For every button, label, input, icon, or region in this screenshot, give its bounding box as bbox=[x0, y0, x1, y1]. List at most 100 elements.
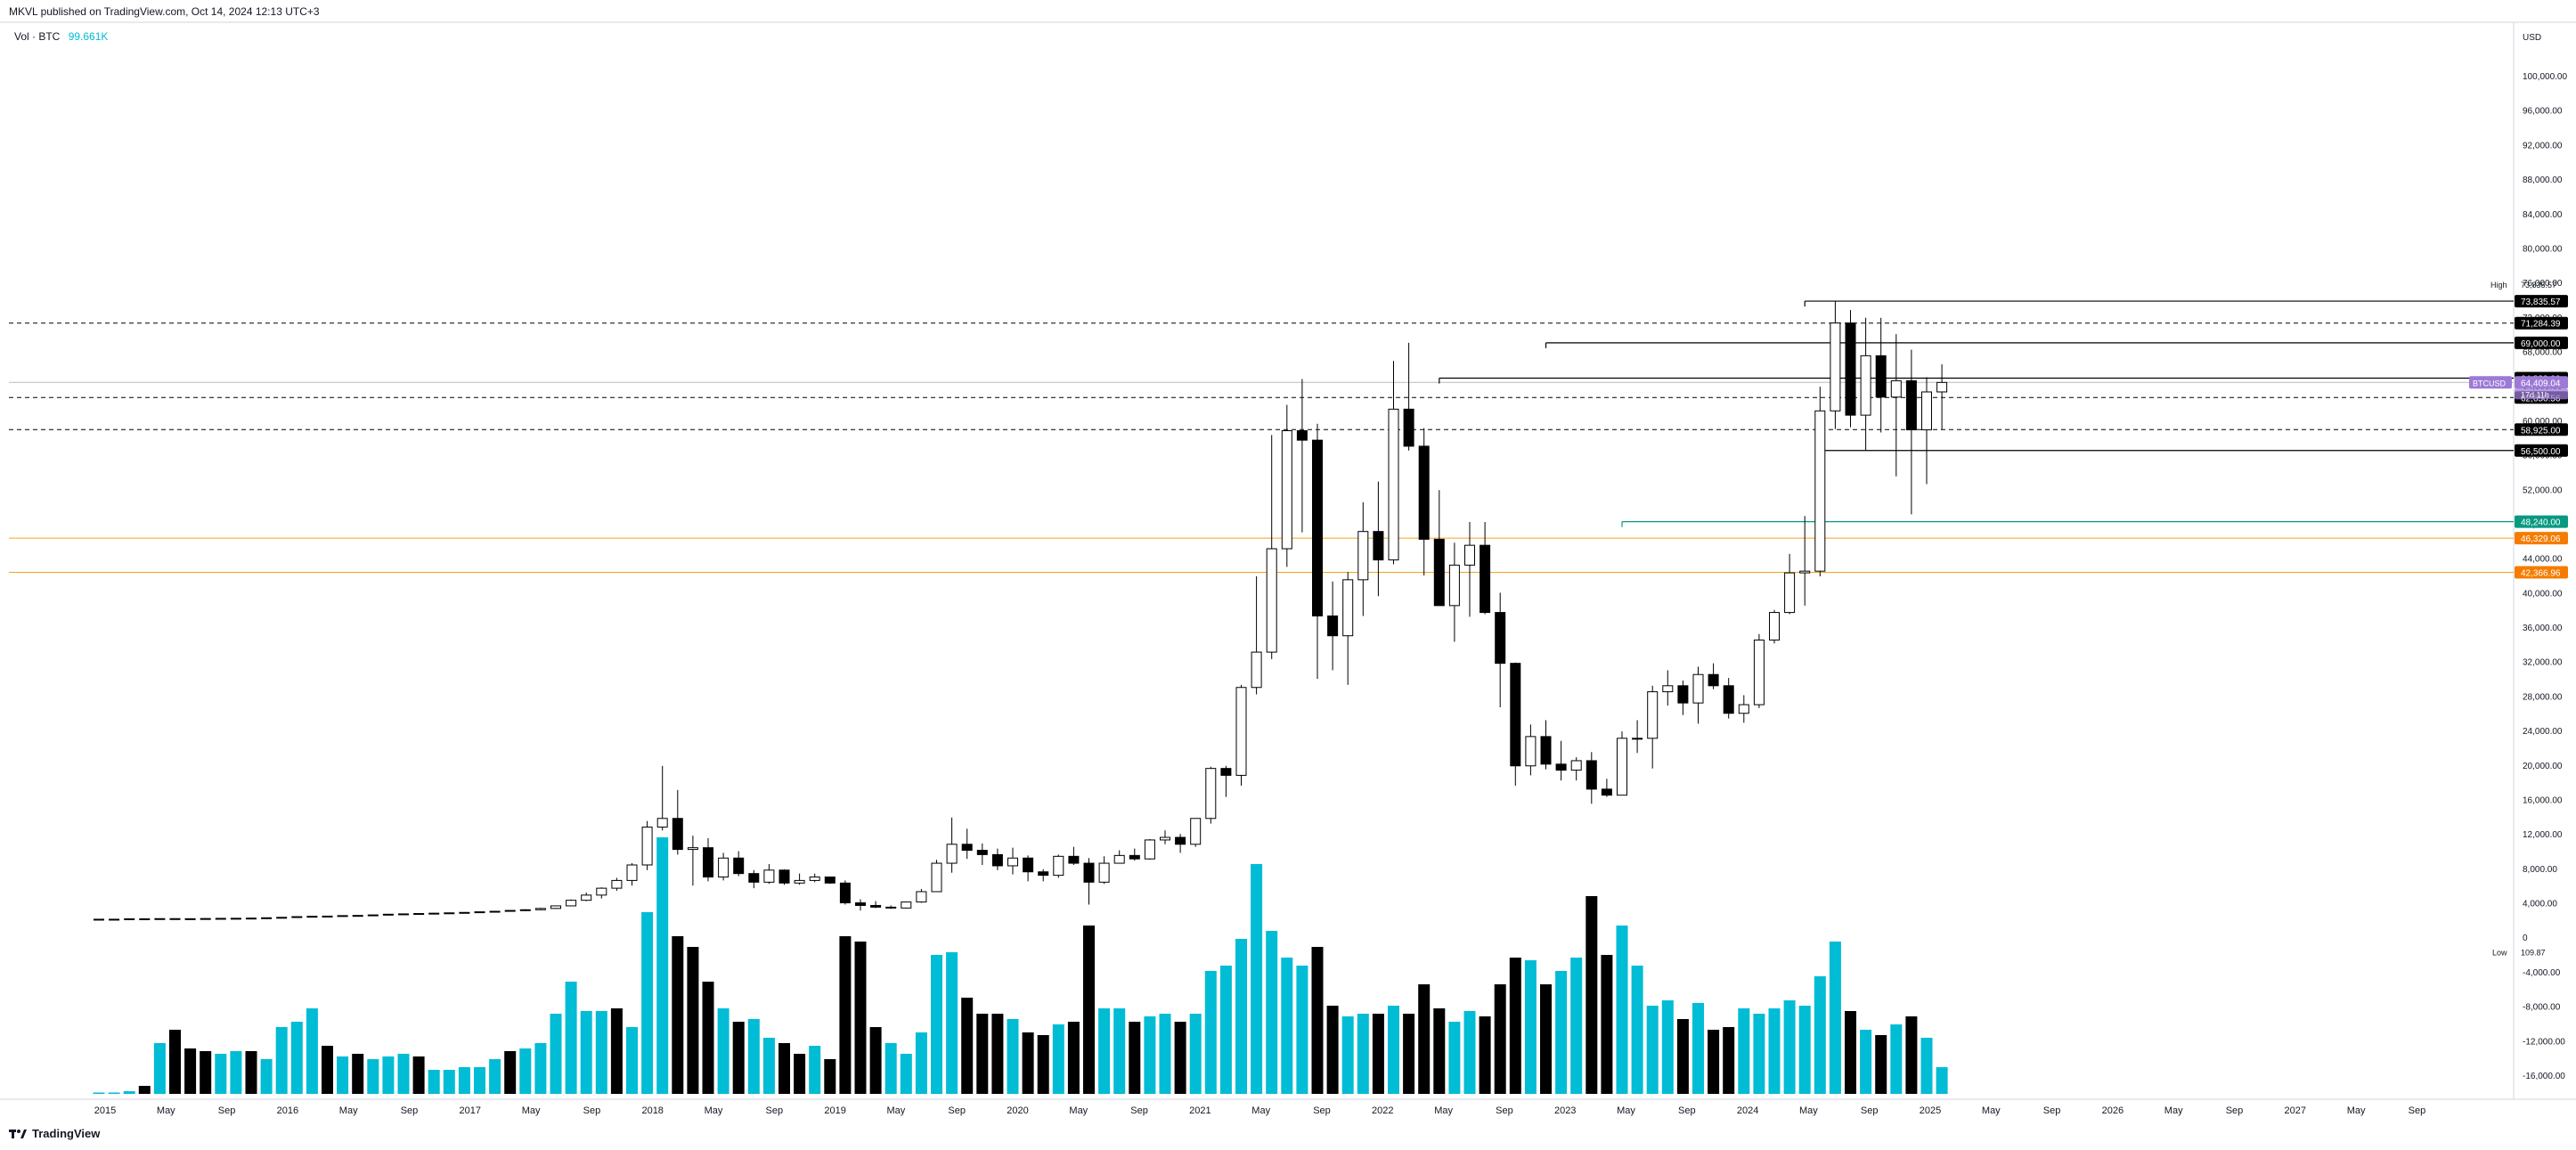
volume-bar bbox=[428, 1070, 440, 1094]
candle-body bbox=[687, 847, 698, 851]
candle-body bbox=[779, 869, 790, 884]
candle-body bbox=[1692, 673, 1704, 704]
volume-bar bbox=[1341, 1016, 1354, 1094]
candle-body bbox=[1190, 818, 1202, 845]
candle-body bbox=[1890, 379, 1902, 398]
y-tick-label: 32,000.00 bbox=[2523, 658, 2563, 668]
x-tick-label: Sep bbox=[2409, 1105, 2426, 1116]
candle-body bbox=[931, 862, 942, 893]
volume-bar bbox=[1631, 966, 1643, 1094]
candle-body bbox=[1769, 612, 1780, 641]
candle-body bbox=[1266, 548, 1277, 653]
x-tick-label: May bbox=[157, 1105, 175, 1116]
candle-body bbox=[1845, 322, 1856, 416]
candle-body bbox=[1860, 355, 1871, 416]
y-tick-label: 52,000.00 bbox=[2523, 485, 2563, 495]
y-tick-label: 96,000.00 bbox=[2523, 107, 2563, 117]
volume-bar bbox=[1708, 1030, 1720, 1094]
volume-bar bbox=[626, 1027, 638, 1094]
volume-bar bbox=[854, 942, 867, 1094]
candle-body bbox=[611, 879, 623, 889]
candle-body bbox=[1632, 738, 1643, 740]
volume-bar bbox=[489, 1059, 501, 1094]
candle-body bbox=[504, 909, 516, 912]
candle-body bbox=[1480, 544, 1491, 614]
candle-body bbox=[184, 918, 196, 920]
x-tick-label: May bbox=[1251, 1105, 1270, 1116]
candle-body bbox=[230, 918, 241, 920]
volume-bar bbox=[961, 998, 974, 1094]
y-tick-label: 84,000.00 bbox=[2523, 210, 2563, 220]
volume-bar bbox=[275, 1027, 288, 1094]
candle-body bbox=[1433, 538, 1445, 607]
volume-bar bbox=[641, 912, 654, 1094]
price-tag bbox=[2515, 316, 2568, 330]
price-axis-bg bbox=[2514, 22, 2576, 1099]
y-tick-label: -8,000.00 bbox=[2523, 1003, 2561, 1013]
x-tick-label: 2027 bbox=[2285, 1105, 2306, 1116]
volume-bar bbox=[1798, 1006, 1811, 1094]
x-tick-label: 2018 bbox=[641, 1105, 663, 1116]
x-tick-label: Sep bbox=[2226, 1105, 2244, 1116]
volume-bar bbox=[1281, 958, 1293, 1094]
tradingview-brand: TradingView bbox=[32, 1127, 101, 1140]
candle-body bbox=[566, 900, 577, 907]
candle-body bbox=[1905, 379, 1917, 431]
candle-body bbox=[444, 912, 455, 915]
y-tick-label: 20,000.00 bbox=[2523, 762, 2563, 771]
candle-body bbox=[94, 918, 104, 921]
x-tick-label: May bbox=[887, 1105, 906, 1116]
volume-bar bbox=[458, 1067, 470, 1094]
volume-legend-label: Vol · BTC bbox=[14, 30, 61, 43]
price-tag-label: 64,409.04 bbox=[2521, 379, 2561, 388]
price-tag-label: 42,366.96 bbox=[2521, 568, 2561, 578]
x-tick-label: 2021 bbox=[1189, 1105, 1211, 1116]
volume-bar bbox=[1251, 864, 1263, 1094]
high-marker-value: 73,835.57 bbox=[2521, 281, 2556, 290]
volume-bar bbox=[1083, 926, 1095, 1094]
volume-bar bbox=[1098, 1008, 1111, 1094]
volume-bar bbox=[1936, 1067, 1948, 1094]
y-tick-label: 36,000.00 bbox=[2523, 624, 2563, 633]
volume-bar bbox=[1326, 1006, 1339, 1094]
x-tick-label: 2024 bbox=[1737, 1105, 1758, 1116]
candle-body bbox=[154, 918, 166, 920]
candle-body bbox=[1723, 685, 1734, 714]
y-tick-label: 100,000.00 bbox=[2523, 72, 2567, 82]
volume-bar bbox=[215, 1054, 227, 1094]
candle-body bbox=[1875, 355, 1887, 398]
candle-body bbox=[596, 887, 607, 896]
volume-bar bbox=[915, 1032, 927, 1094]
volume-bar bbox=[1418, 984, 1431, 1094]
candle-body bbox=[1784, 572, 1796, 614]
volume-bar bbox=[1494, 984, 1506, 1094]
volume-bar bbox=[869, 1027, 882, 1094]
volume-bar bbox=[245, 1051, 257, 1094]
candle-body bbox=[1555, 763, 1567, 771]
price-tag-label: 73,835.57 bbox=[2521, 298, 2561, 307]
candle-body bbox=[352, 915, 363, 918]
volume-bar bbox=[1388, 1006, 1399, 1094]
volume-bar bbox=[976, 1014, 989, 1094]
volume-bar bbox=[687, 947, 699, 1094]
candle-body bbox=[991, 853, 1003, 867]
candle-body bbox=[489, 910, 501, 913]
volume-bar bbox=[991, 1014, 1004, 1094]
candle-body bbox=[901, 901, 912, 909]
y-tick-label: 0 bbox=[2523, 934, 2528, 943]
volume-bar bbox=[1768, 1008, 1781, 1094]
candle-body bbox=[124, 918, 135, 920]
candle-body bbox=[1540, 736, 1552, 765]
x-tick-label: May bbox=[1982, 1105, 2001, 1116]
candle-body bbox=[1510, 663, 1521, 767]
volume-bar bbox=[1037, 1035, 1049, 1094]
candle-body bbox=[1708, 673, 1719, 687]
volume-bar bbox=[931, 955, 942, 1094]
x-tick-label: Sep bbox=[401, 1105, 419, 1116]
x-tick-label: Sep bbox=[1496, 1105, 1513, 1116]
x-tick-label: 2020 bbox=[1007, 1105, 1028, 1116]
candle-body bbox=[1068, 855, 1080, 864]
candle-body bbox=[1921, 391, 1932, 431]
volume-bar bbox=[884, 1043, 897, 1094]
